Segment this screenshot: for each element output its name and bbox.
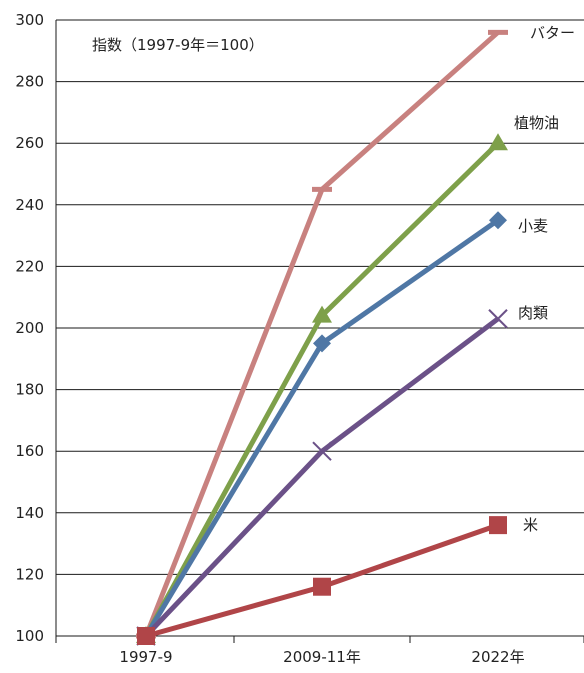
point-植物油-1: [312, 305, 332, 323]
point-肉類-1-b: [312, 441, 332, 461]
y-tick-label-220: 220: [15, 257, 44, 275]
series-label-肉類: 肉類: [518, 304, 548, 322]
index-note: 指数（1997-9年＝100）: [92, 36, 264, 54]
x-tick-label-1: 2009-11年: [283, 648, 361, 666]
series-label-バター: バター: [530, 24, 575, 42]
axes: [55, 20, 584, 643]
point-米-0: [137, 627, 155, 645]
point-肉類-2-b: [488, 309, 508, 329]
series-label-米: 米: [523, 516, 538, 534]
series-line-小麦: [143, 218, 500, 638]
y-tick-label-180: 180: [15, 381, 44, 399]
point-小麦-1: [313, 334, 331, 353]
y-tick-label-200: 200: [15, 319, 44, 337]
y-tick-label-140: 140: [15, 504, 44, 522]
y-tick-label-120: 120: [15, 565, 44, 583]
x-tick-label-0: 1997-9: [119, 648, 172, 666]
series-lines: [136, 29, 508, 646]
x-tick-label-2: 2022年: [471, 648, 524, 666]
x-tick-labels: 1997-9 2009-11年 2022年: [119, 648, 524, 666]
y-tick-labels: 100 120 140 160 180 200 220 240 260 280 300: [15, 11, 44, 645]
series-label-小麦: 小麦: [518, 217, 548, 235]
point-小麦-2: [489, 211, 507, 230]
y-tick-label-260: 260: [15, 134, 44, 152]
series-label-植物油: 植物油: [514, 114, 559, 132]
point-肉類-2: [488, 309, 508, 329]
point-米-2: [489, 516, 507, 535]
y-tick-label-100: 100: [15, 627, 44, 645]
point-肉類-1: [312, 441, 332, 461]
y-tick-label-240: 240: [15, 196, 44, 214]
point-米-1: [313, 577, 331, 596]
y-tick-label-300: 300: [15, 11, 44, 29]
grid-lines: [56, 19, 584, 637]
y-tick-label-280: 280: [15, 73, 44, 91]
point-植物油-2: [488, 133, 508, 151]
y-tick-label-160: 160: [15, 442, 44, 460]
